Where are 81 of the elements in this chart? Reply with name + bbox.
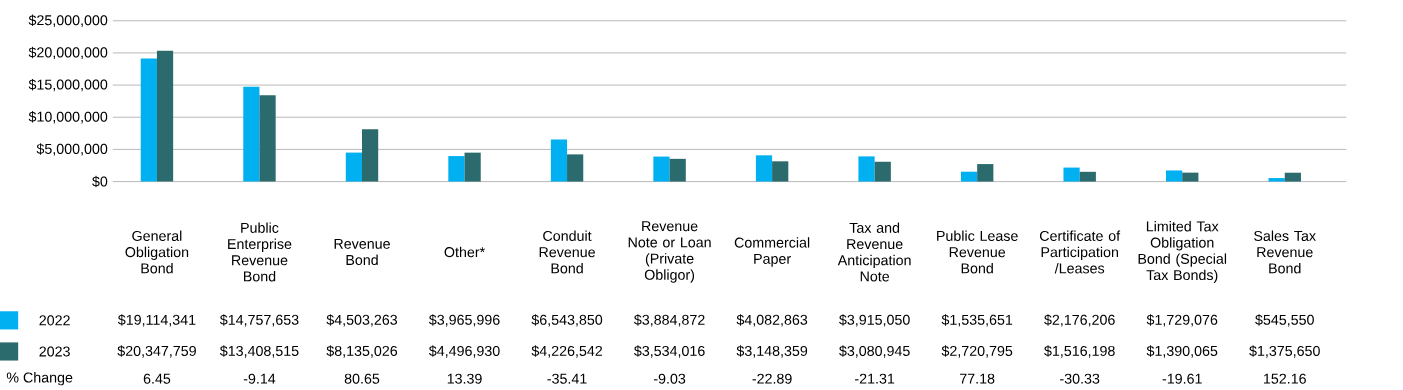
- x-tick-label: Certificate of Participation /Leases: [1039, 230, 1121, 274]
- data-label: $14,757,653: [219, 314, 299, 327]
- bar: [1182, 172, 1199, 182]
- bar: [464, 152, 481, 182]
- data-label: $20,347,759: [117, 345, 196, 358]
- text: -9.14: [243, 373, 276, 384]
- bar: [960, 171, 978, 182]
- y-tick-label: $20,000,000: [28, 46, 108, 60]
- data-label: $3,915,050: [839, 314, 910, 327]
- bar: [362, 129, 379, 182]
- x-tick-label: Public Enterprise Revenue Bond: [228, 222, 292, 282]
- data-label: $1,516,198: [1044, 345, 1115, 358]
- text: 6.45: [143, 373, 171, 384]
- legend-label: 2022: [39, 315, 70, 326]
- data-label: $4,082,863: [736, 314, 808, 327]
- bar: [755, 155, 773, 182]
- bar: [858, 156, 875, 182]
- bar: [140, 58, 157, 182]
- text: -21.31: [855, 373, 895, 384]
- data-label: $545,550: [1255, 314, 1314, 327]
- text: -19.61: [1162, 373, 1202, 384]
- bar: [669, 158, 686, 182]
- data-label: $8,135,026: [326, 345, 398, 358]
- text: -30.33: [1060, 373, 1100, 384]
- bar: [567, 154, 584, 182]
- data-label: $1,729,076: [1146, 314, 1218, 327]
- bar: [550, 139, 568, 182]
- data-label: $19,114,341: [117, 314, 196, 327]
- data-label: $6,543,850: [531, 314, 603, 327]
- data-label: $13,408,515: [219, 345, 299, 358]
- x-tick-label: Tax and Revenue Anticipation Note: [837, 222, 911, 282]
- text: -35.41: [547, 373, 587, 384]
- text: 152.16: [1264, 373, 1306, 384]
- bar: [1268, 178, 1285, 182]
- bar: [1079, 171, 1096, 182]
- x-tick-label: Conduit Revenue Bond: [539, 230, 595, 274]
- data-label: $4,503,263: [326, 314, 398, 327]
- text: 77.18: [960, 373, 995, 384]
- data-label: $4,226,542: [531, 345, 603, 358]
- y-tick-label: $25,000,000: [28, 14, 108, 27]
- bar: [874, 161, 891, 182]
- bar: [1284, 172, 1301, 182]
- text: -9.03: [653, 373, 686, 384]
- bar: [653, 156, 670, 182]
- data-label: $3,965,996: [428, 314, 500, 327]
- bar: [345, 152, 362, 182]
- y-tick-label: $10,000,000: [28, 111, 108, 124]
- data-label: $4,496,930: [428, 345, 500, 358]
- text: 13.39: [447, 373, 482, 384]
- bar: [977, 164, 994, 182]
- data-label: $2,720,795: [941, 345, 1013, 358]
- x-tick-label: Limited Tax Obligation Bond (Special Tax Bonds): [1138, 220, 1227, 283]
- bar: [1166, 170, 1183, 182]
- text: % Change: [6, 372, 73, 386]
- data-label: $2,176,206: [1044, 314, 1115, 327]
- bar: [243, 86, 260, 182]
- bar: [156, 50, 174, 182]
- text: -22.89: [752, 373, 792, 384]
- x-tick-label: General Obligation Bond: [125, 230, 189, 274]
- y-tick-label: $15,000,000: [28, 78, 108, 92]
- data-label: $1,375,650: [1249, 345, 1320, 358]
- x-tick-label: Other*: [444, 246, 485, 258]
- x-tick-label: Revenue Bond: [334, 238, 390, 265]
- text: 80.65: [344, 373, 380, 384]
- data-label: $3,884,872: [634, 314, 705, 327]
- data-label: $1,535,651: [941, 314, 1013, 327]
- x-tick-label: Sales Tax Revenue Bond: [1254, 230, 1316, 274]
- bar: [448, 156, 465, 182]
- legend-label: 2023: [39, 346, 70, 357]
- bar: [259, 95, 276, 182]
- y-tick-label: $5,000,000: [36, 143, 108, 156]
- data-label: $1,390,065: [1146, 345, 1218, 358]
- data-label: $3,534,016: [634, 345, 705, 358]
- data-label: $3,080,945: [839, 345, 910, 358]
- x-tick-label: Public Lease Revenue Bond: [937, 230, 1018, 274]
- bar: [1063, 167, 1080, 182]
- data-label: $3,148,359: [736, 345, 808, 358]
- x-tick-label: Commercial Paper: [734, 237, 810, 267]
- bar: [772, 161, 789, 182]
- y-tick-label: $0: [92, 175, 108, 188]
- x-tick-label: Revenue Note or Loan (Private Obligor): [628, 221, 711, 283]
